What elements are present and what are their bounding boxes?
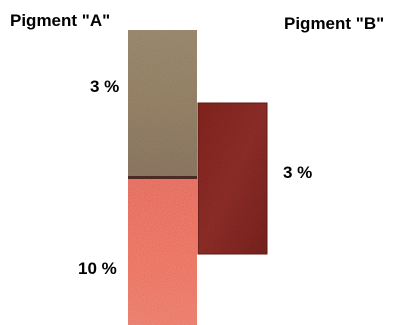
- pigment-b-title: Pigment "B": [284, 14, 385, 33]
- pigment-a-bottom-swatch: [128, 179, 197, 325]
- pigment-b-swatch: [197, 102, 268, 255]
- pigment-b-percent: 3 %: [283, 163, 313, 182]
- pigment-a-top-swatch: [128, 30, 197, 178]
- pigment-a-top-percent: 3 %: [90, 77, 120, 96]
- pigment-a-bottom-percent: 10 %: [78, 259, 117, 278]
- pigment-a-title: Pigment "A": [10, 11, 111, 30]
- pigment-a-divider: [128, 176, 197, 179]
